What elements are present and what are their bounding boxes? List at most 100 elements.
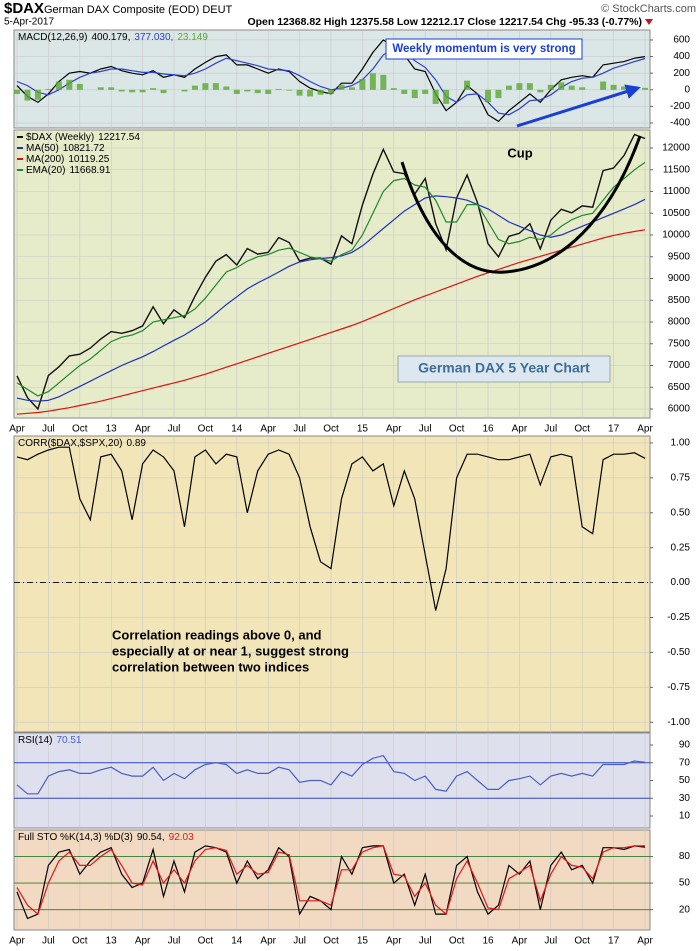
histogram-bar: [621, 86, 628, 90]
series-line: [16, 133, 646, 411]
x-tick-label: Apr: [386, 424, 402, 435]
legend-label: Full STO %K(14,3) %D(3): [18, 832, 133, 843]
legend-label: RSI(14): [18, 735, 52, 746]
x-tick-label: Jul: [544, 424, 557, 435]
histogram-bar: [600, 81, 607, 90]
y-tick-label: 6500: [668, 382, 691, 393]
y-tick-label: 7500: [668, 338, 691, 349]
histogram-bar: [275, 88, 282, 90]
x-tick-label: Jul: [293, 424, 306, 435]
y-tick-label: 8500: [668, 295, 691, 306]
x-tick-label: Apr: [260, 936, 276, 947]
credit: © StockCharts.com: [601, 3, 696, 15]
series-line: [16, 446, 646, 611]
panel-background: [13, 732, 651, 829]
histogram-bar: [139, 89, 146, 93]
histogram-bar: [244, 89, 251, 92]
y-tick-label: -0.75: [667, 682, 690, 693]
x-tick-label: Jul: [42, 936, 55, 947]
legend-value: 10821.72: [63, 143, 105, 154]
legend-value: 400.179,: [91, 32, 130, 43]
histogram-bar: [307, 89, 314, 97]
histogram-bar: [181, 89, 188, 92]
x-tick-label: Oct: [449, 936, 465, 947]
legend-label: $DAX (Weekly): [26, 132, 94, 143]
y-tick-label: 11000: [663, 186, 691, 197]
histogram-bar: [401, 89, 408, 94]
histogram-bar: [202, 83, 209, 90]
instrument-name: German DAX Composite (EOD) DEUT: [44, 4, 233, 16]
histogram-bar: [579, 87, 586, 90]
histogram-bar: [118, 89, 125, 92]
histogram-bar: [223, 86, 230, 90]
histogram-bar: [160, 89, 167, 94]
legend-label: MA(50): [26, 143, 59, 154]
histogram-bar: [254, 89, 261, 94]
x-tick-label: Oct: [72, 424, 88, 435]
histogram-bar: [108, 87, 115, 90]
y-tick-label: 80: [679, 851, 691, 862]
x-tick-label: Apr: [637, 936, 653, 947]
y-tick-label: -200: [670, 101, 690, 112]
y-tick-label: 0.75: [671, 473, 691, 484]
histogram-bar: [610, 84, 617, 90]
x-tick-label: Oct: [198, 424, 214, 435]
y-tick-label: 200: [673, 68, 690, 79]
histogram-bar: [24, 89, 31, 101]
down-indicator: [645, 19, 653, 25]
histogram-bar: [390, 88, 397, 90]
series-line: [16, 845, 646, 920]
series-line: [16, 845, 645, 916]
panel-background: [13, 829, 651, 931]
x-tick-label: 13: [106, 936, 118, 947]
y-tick-label: 6000: [668, 404, 691, 415]
x-tick-label: Oct: [198, 936, 214, 947]
y-tick-label: 10500: [662, 208, 690, 219]
histogram-bar: [432, 89, 439, 104]
legend: MA(50) 10821.72: [26, 143, 105, 154]
histogram-bar: [317, 89, 324, 95]
y-tick-label: 90: [679, 740, 691, 751]
x-tick-label: Apr: [135, 936, 151, 947]
x-tick-label: Jul: [544, 936, 557, 947]
legend-value: 70.51: [56, 735, 81, 746]
note-box: [385, 38, 583, 60]
series-line: [16, 229, 646, 415]
symbol: $DAX: [4, 0, 44, 17]
histogram-bar: [558, 82, 565, 90]
y-tick-label: 7000: [668, 360, 691, 371]
x-tick-label: Oct: [323, 936, 339, 947]
legend: MACD(12,26,9) 400.179, 377.030, 23.149: [18, 32, 208, 43]
histogram-bar: [411, 89, 418, 99]
histogram-bar: [233, 89, 240, 94]
legend-value: 23.149: [177, 32, 208, 43]
histogram-bar: [642, 87, 648, 90]
y-tick-label: 20: [679, 904, 691, 915]
x-tick-label: Oct: [574, 936, 590, 947]
legend-label: MA(200): [26, 154, 64, 165]
histogram-bar: [328, 89, 334, 94]
x-tick-label: Jul: [293, 936, 306, 947]
corr-note: correlation between two indices: [112, 659, 309, 674]
histogram-bar: [485, 89, 491, 103]
y-tick-label: 50: [679, 775, 691, 786]
x-tick-label: Oct: [449, 424, 465, 435]
cup-curve: [400, 135, 642, 274]
y-tick-label: 0.25: [671, 542, 691, 553]
x-tick-label: 13: [106, 424, 118, 435]
arrow: [516, 84, 641, 128]
histogram-bar: [369, 73, 376, 90]
x-tick-label: Jul: [42, 424, 55, 435]
legend: CORR($DAX,$SPX,20) 0.89: [18, 438, 146, 449]
histogram-bar: [568, 85, 575, 90]
histogram-bar: [526, 83, 533, 90]
momentum-note: Weekly momentum is very strong: [392, 43, 575, 55]
histogram-bar: [34, 89, 41, 100]
plots: 600 400 200 0 -200 -400 MACD(12,26,9) 400.179, 3…: [9, 29, 691, 947]
x-tick-label: Apr: [260, 424, 276, 435]
y-tick-label: 0.50: [671, 507, 691, 518]
histogram-bar: [66, 79, 73, 90]
histogram-bar: [380, 74, 387, 90]
y-tick-label: 600: [673, 35, 690, 46]
